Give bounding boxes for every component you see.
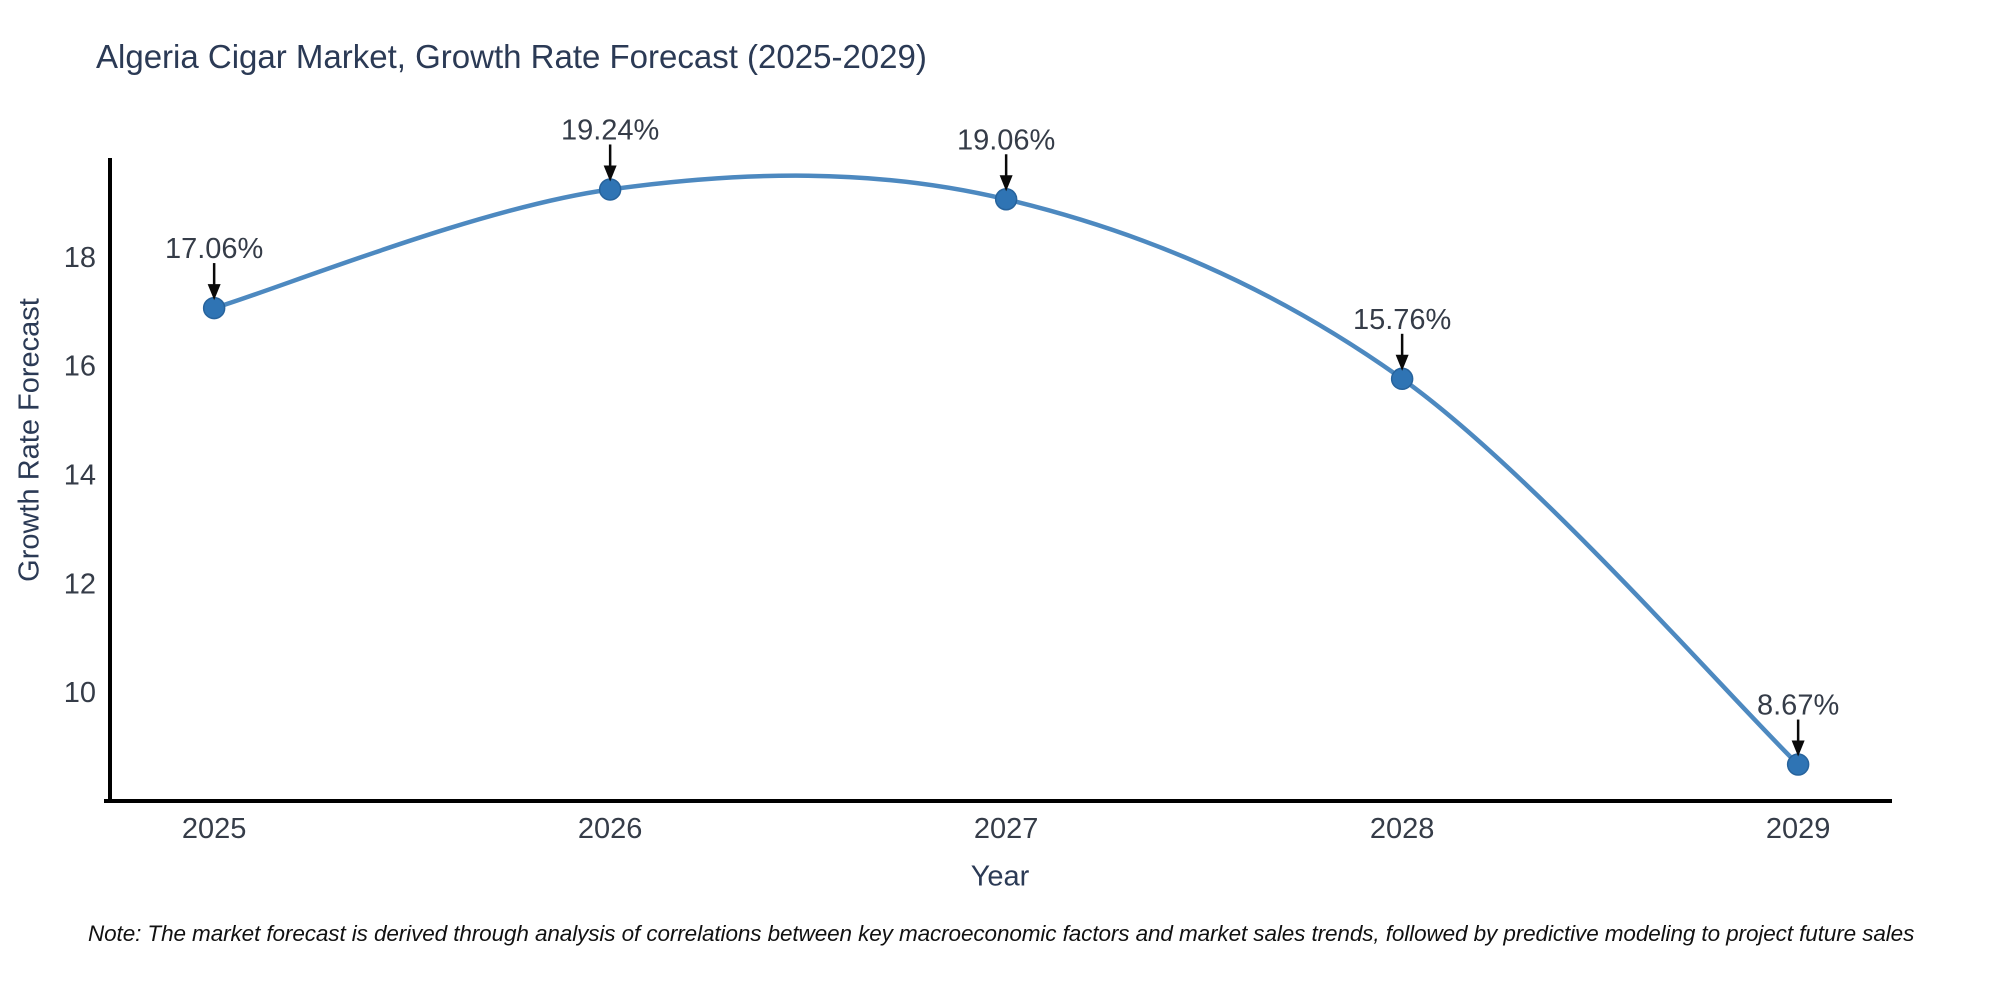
annotation-arrow-head — [999, 175, 1013, 192]
x-axis-title: Year — [970, 860, 1030, 893]
annotation-arrow-head — [603, 165, 617, 182]
x-tick-label: 2026 — [578, 813, 643, 845]
x-tick-label: 2029 — [1766, 813, 1831, 845]
annotation-arrow-head — [1791, 740, 1805, 757]
data-point-marker — [1786, 753, 1810, 776]
data-point-marker — [598, 178, 622, 201]
x-tick-label: 2027 — [974, 813, 1039, 845]
y-tick-label: 16 — [64, 351, 96, 383]
annotation-arrow-head — [1395, 354, 1409, 371]
point-value-label: 19.06% — [957, 124, 1055, 156]
data-point-marker — [202, 296, 226, 320]
point-value-label: 8.67% — [1757, 690, 1839, 722]
growth-rate-line — [211, 173, 1801, 767]
annotation-arrow-head — [207, 284, 221, 301]
y-tick-label: 18 — [64, 242, 96, 274]
chart-title: Algeria Cigar Market, Growth Rate Foreca… — [96, 38, 927, 75]
x-tick-label: 2025 — [182, 813, 247, 845]
point-value-label: 17.06% — [165, 233, 263, 265]
point-value-label: 15.76% — [1353, 304, 1451, 336]
y-tick-label: 14 — [64, 460, 96, 492]
forecast-methodology-note: Note: The market forecast is derived thr… — [88, 921, 1915, 946]
y-tick-label: 10 — [64, 677, 96, 709]
data-point-marker — [994, 188, 1018, 211]
data-point-marker — [1390, 367, 1414, 391]
point-value-label: 19.24% — [561, 114, 659, 146]
x-tick-label: 2028 — [1370, 813, 1435, 845]
y-tick-label: 12 — [64, 568, 96, 600]
